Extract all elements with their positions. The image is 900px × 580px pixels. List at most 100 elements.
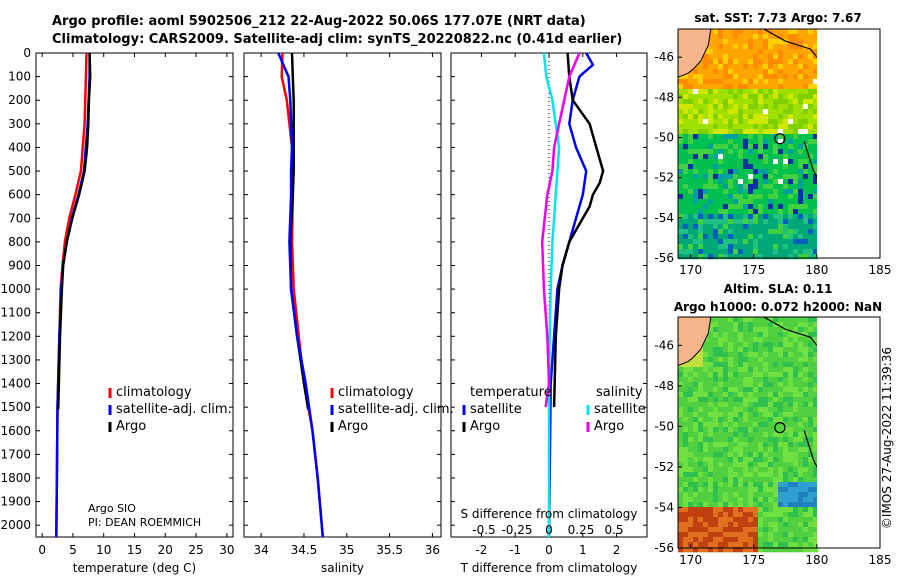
sla_map-cell [803,402,809,408]
sst_map-cell [803,209,809,215]
sla_map-cell [688,512,694,518]
sst_map-cell [723,164,729,170]
sla_map-cell [778,512,784,518]
sla_map-cell [808,442,814,448]
sst_map-cell [693,254,699,260]
sst_map-cell [768,109,774,115]
sst_map-cell [763,109,769,115]
sst_map-cell [768,64,774,70]
sla_map-cell [763,447,769,453]
sst_map-cell [748,209,754,215]
sla_map-ytick-label: -46 [654,338,674,352]
sst_map-cell [708,164,714,170]
sst_map-cell [678,134,684,140]
sst_map-cell [713,244,719,250]
sla_map-cell [798,377,804,383]
sst_map-cell [738,254,744,260]
sla_map-cell [743,327,749,333]
sst_map-cell [803,174,809,180]
sla_map-cell [778,347,784,353]
sst_map-cell [808,39,814,45]
temperature-xtick-label: 30 [219,543,234,557]
sst_map-cell [728,74,734,80]
sla_map-cell [763,547,769,553]
sla_map-cell [733,317,739,323]
sst_map-cell [683,74,689,80]
sst_map-cell [683,149,689,155]
sst_map-cell [698,79,704,85]
sst_map-cell [758,84,764,90]
sst_map-cell [743,84,749,90]
sst_map-cell [763,244,769,250]
sla_map-cell [713,327,719,333]
sst_map-cell [718,99,724,105]
sla_map-cell [808,427,814,433]
sst_map-cell [728,139,734,145]
sst_map-cell [713,144,719,150]
sst_map-cell [708,224,714,230]
sla_map-cell [773,432,779,438]
sla_map-cell [773,392,779,398]
sst_map-cell [768,54,774,60]
sst_map-cell [708,234,714,240]
sla_map-cell [743,497,749,503]
sla_map-cell [793,442,799,448]
sst_map-cell [733,154,739,160]
sla_map-cell [723,422,729,428]
sst_map-cell [793,159,799,165]
sst_map-cell [763,234,769,240]
sst_map-cell [733,99,739,105]
sla_map-cell [778,492,784,498]
sla_map-cell [698,452,704,458]
sla_map-cell [753,387,759,393]
sst_map-cell [688,204,694,210]
sla_map-cell [793,477,799,483]
sla_map-cell [733,452,739,458]
sst_map-cell [728,54,734,60]
sla_map-cell [713,322,719,328]
sst_map-cell [758,74,764,80]
sla_map-cell [808,437,814,443]
sst_map-cell [783,184,789,190]
sst_map-cell [703,99,709,105]
sst_map-cell [733,44,739,50]
sst_map-cell [768,59,774,65]
sla_map-cell [793,487,799,493]
sst_map-cell [713,254,719,260]
sla_map-cell [803,532,809,538]
sla_map-cell [723,402,729,408]
sst_map-cell [723,74,729,80]
sst_map-cell [783,134,789,140]
sst_map-cell [738,79,744,85]
sst_map-cell [723,109,729,115]
sla_map-cell [703,352,709,358]
sst_map-cell [753,234,759,240]
sst_map-cell [718,44,724,50]
sst_map-cell [703,204,709,210]
sla_map-cell [763,367,769,373]
sla_map-cell [708,507,714,513]
sla_map-cell [788,492,794,498]
sla_map-cell [768,327,774,333]
sst_map-cell [703,64,709,70]
sla_map-cell [778,497,784,503]
sla_map-cell [758,367,764,373]
sla_map-cell [743,392,749,398]
sst_map-cell [733,189,739,195]
salinity-xtick-label: 35 [339,543,354,557]
sla_map-cell [748,382,754,388]
sst_map-cell [808,229,814,235]
sla_map-cell [703,527,709,533]
sla_map-cell [723,377,729,383]
sla_map-cell [723,492,729,498]
sst_map-cell [783,249,789,255]
sst_map-cell [808,224,814,230]
sla_map-cell [683,462,689,468]
sst_map-cell [753,174,759,180]
sst_map-cell [768,244,774,250]
sst_map-cell [803,214,809,220]
sst_map-cell [688,149,694,155]
sst_map-cell [718,179,724,185]
sst_map-cell [713,194,719,200]
sla_map-cell [733,392,739,398]
